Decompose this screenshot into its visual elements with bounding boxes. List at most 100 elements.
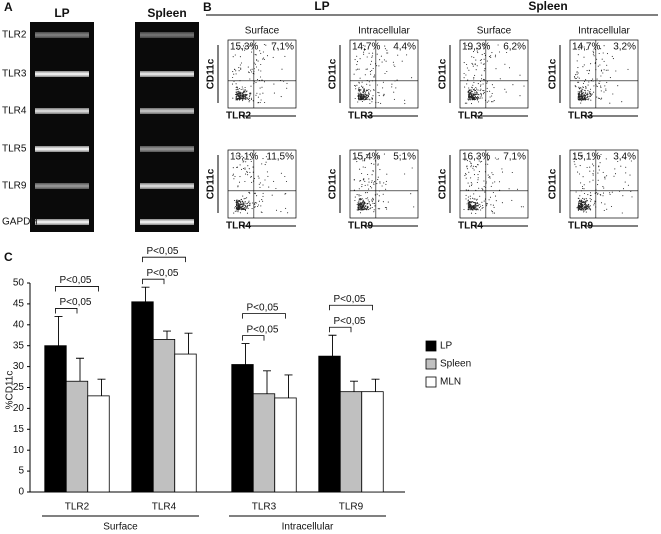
- dot: [262, 158, 264, 160]
- dot: [470, 89, 472, 91]
- x-axis-label: TLR2: [458, 111, 483, 122]
- dot: [470, 103, 473, 105]
- dot: [477, 202, 479, 204]
- dot: [468, 206, 470, 208]
- dot: [590, 94, 592, 97]
- dot: [612, 58, 614, 60]
- group-label: Intracellular: [282, 522, 334, 533]
- dot: [280, 96, 282, 98]
- dot: [391, 83, 393, 85]
- dot: [383, 59, 385, 61]
- dot: [247, 165, 249, 167]
- dot: [478, 94, 480, 96]
- dot: [603, 209, 605, 212]
- dot: [371, 201, 373, 203]
- dot: [373, 183, 375, 185]
- dot: [467, 200, 469, 202]
- dot: [590, 194, 592, 196]
- dot: [489, 176, 491, 178]
- dot: [413, 206, 415, 208]
- dot: [256, 59, 258, 61]
- dot: [609, 193, 611, 195]
- dot: [264, 179, 266, 181]
- dot: [589, 205, 591, 207]
- dot: [482, 206, 484, 209]
- dot: [600, 69, 603, 71]
- dot: [377, 101, 379, 104]
- dot: [250, 97, 252, 99]
- dot: [473, 193, 475, 195]
- dot: [396, 79, 398, 81]
- dot: [600, 98, 602, 100]
- dot: [604, 85, 606, 87]
- dot: [589, 181, 591, 183]
- dot: [360, 194, 362, 197]
- dot: [479, 203, 481, 205]
- dot: [242, 45, 245, 47]
- dot: [236, 166, 239, 168]
- dot: [487, 154, 489, 156]
- dot: [232, 56, 234, 58]
- dot: [599, 155, 601, 158]
- dot: [240, 207, 243, 209]
- dot: [266, 55, 269, 57]
- dot: [249, 202, 251, 204]
- dot: [263, 81, 266, 83]
- dot: [245, 173, 247, 175]
- dot: [237, 199, 239, 201]
- dot: [256, 92, 258, 94]
- dot: [465, 173, 467, 176]
- dot: [399, 154, 401, 156]
- dot: [508, 67, 511, 69]
- dot: [466, 168, 468, 170]
- dot: [374, 181, 376, 183]
- dot: [237, 205, 239, 208]
- significance-bracket: [242, 313, 286, 319]
- dot: [464, 159, 466, 161]
- dot: [479, 48, 481, 50]
- dot: [588, 91, 590, 93]
- dot: [246, 206, 248, 208]
- dot: [241, 95, 244, 97]
- dot: [581, 88, 583, 90]
- bar: [339, 391, 363, 493]
- dot: [606, 175, 608, 177]
- dot: [385, 60, 387, 62]
- quadrant-percent: 7,1%: [503, 152, 526, 163]
- dot: [587, 93, 589, 95]
- dot: [361, 81, 363, 83]
- dot: [379, 59, 381, 61]
- dot: [381, 61, 383, 63]
- dot: [275, 187, 277, 190]
- dot: [235, 70, 237, 72]
- dot: [583, 188, 585, 190]
- dot: [473, 88, 476, 90]
- dot: [600, 202, 603, 204]
- dot: [465, 74, 467, 76]
- dot: [473, 78, 475, 80]
- dot: [470, 212, 473, 214]
- dot: [272, 56, 274, 58]
- dot: [249, 99, 251, 102]
- y-tick-label: 45: [13, 299, 25, 310]
- dot: [585, 201, 587, 203]
- dot: [234, 54, 236, 56]
- dot: [582, 204, 584, 206]
- plot-frame: [227, 39, 297, 109]
- dot: [602, 52, 604, 54]
- dot: [497, 44, 499, 46]
- dot: [584, 99, 586, 101]
- dot: [486, 60, 488, 62]
- dot: [472, 65, 474, 67]
- significance-bracket: [55, 286, 99, 292]
- dot: [366, 56, 368, 58]
- dot: [404, 173, 406, 175]
- dot: [371, 157, 373, 159]
- dot: [492, 101, 494, 103]
- gel-band: [140, 183, 194, 189]
- dot: [475, 69, 477, 71]
- dot: [251, 202, 253, 204]
- dot: [589, 197, 591, 199]
- dot: [477, 205, 479, 207]
- dot: [364, 166, 366, 168]
